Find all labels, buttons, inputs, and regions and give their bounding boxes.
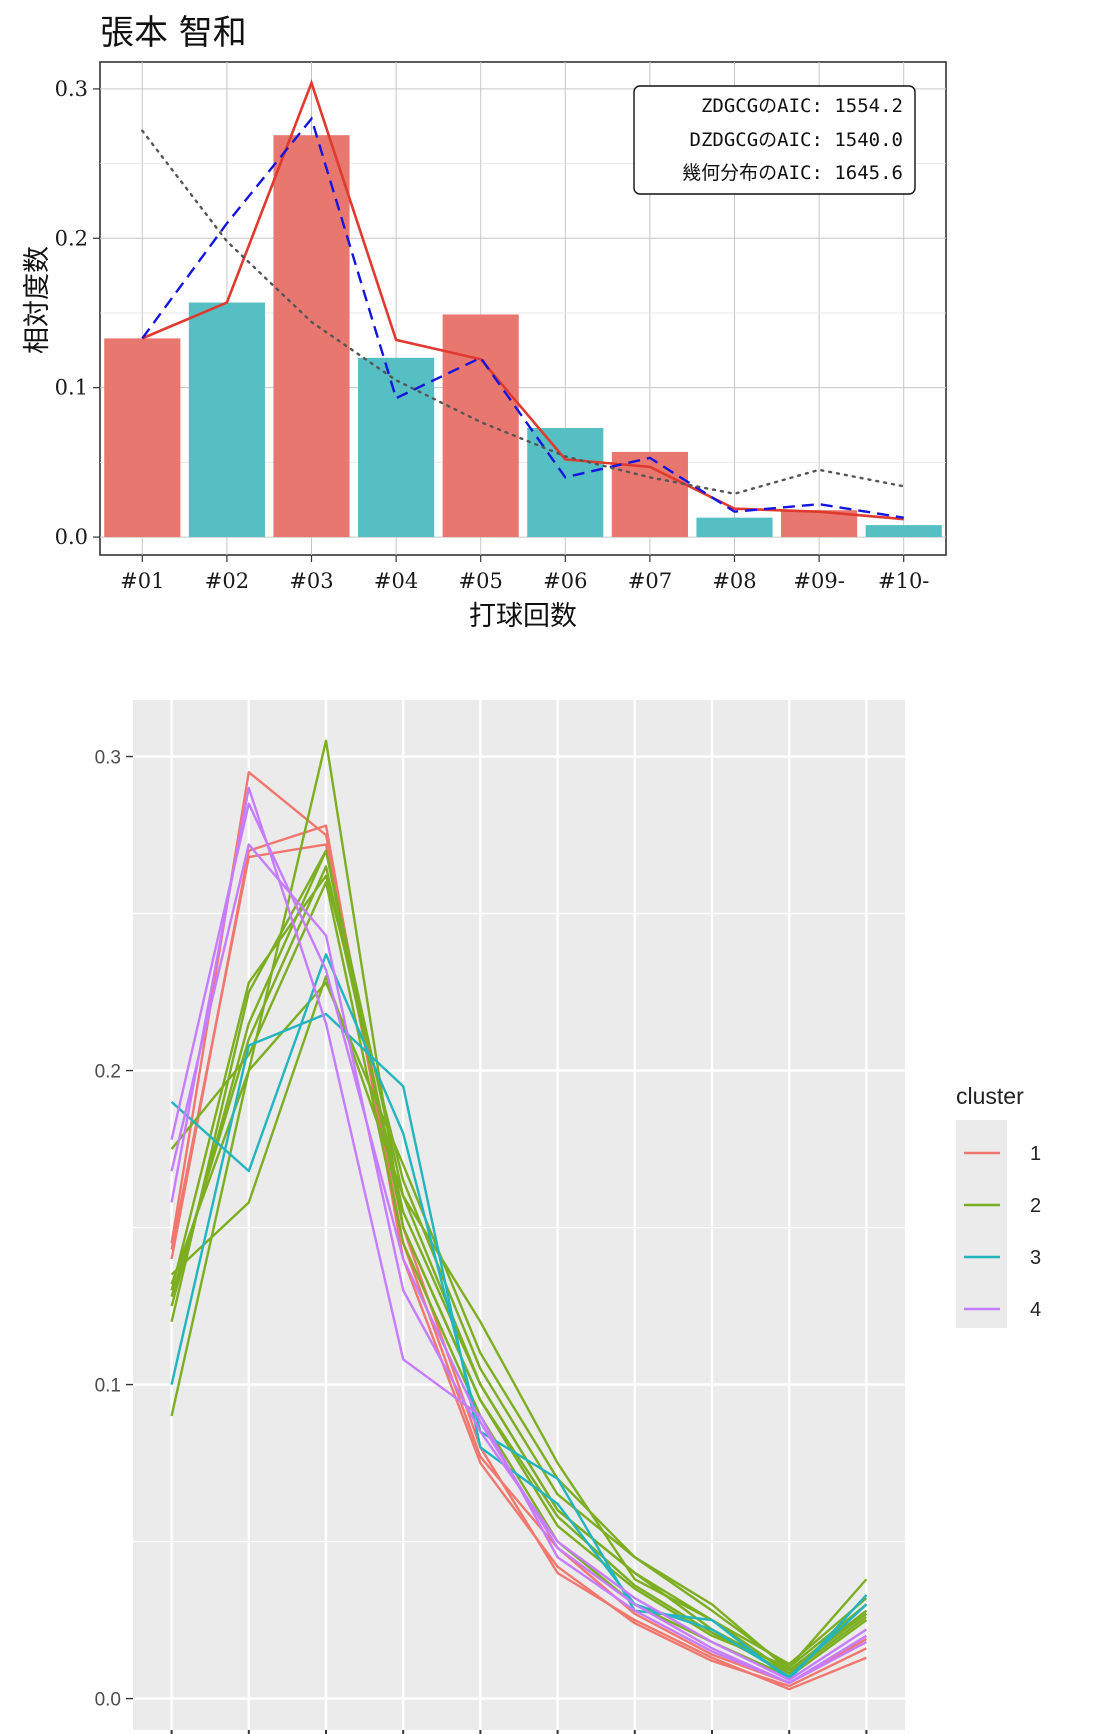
x-tick-label: #07 (628, 569, 672, 593)
y-tick-label: 0.0 (55, 525, 88, 549)
x-tick-label: #10- (878, 569, 929, 593)
x-axis-ticks: #01 #02 #03 #04 #05 #06 #07 #08 #09- #10- (120, 555, 929, 593)
aic-line-geometric: 幾何分布のAIC: 1645.6 (682, 162, 903, 184)
bar-#10- (865, 525, 942, 538)
cluster-2-line-5 (170, 880, 868, 1678)
fit-line-dashed (141, 116, 904, 519)
aic-annotation: ZDGCGのAIC: 1554.2 DZDGCGのAIC: 1540.0 幾何分… (633, 85, 916, 195)
aic-line-dzdgcg: DZDGCGのAIC: 1540.0 (690, 129, 903, 151)
x-axis-label: 打球回数 (469, 601, 577, 632)
bar-#06 (527, 428, 604, 538)
legend: cluster 1 2 3 4 (956, 1083, 1041, 1328)
cluster-2-line-4 (170, 975, 868, 1666)
bar-#02 (188, 302, 265, 538)
bar-#05 (442, 314, 519, 538)
cluster-4-line-3 (170, 802, 867, 1685)
chart-title: 張本 智和 (100, 13, 247, 53)
cluster-1-line-3 (170, 843, 867, 1685)
legend-key-background (956, 1120, 1007, 1328)
legend-label-4: 4 (1030, 1299, 1041, 1321)
bar-#03 (273, 135, 350, 538)
bar-#08 (696, 517, 773, 538)
x-tick-label: #03 (289, 569, 333, 593)
y-tick-label: 0.3 (55, 77, 88, 101)
legend-label-2: 2 (1030, 1195, 1041, 1217)
y-tick-label: 0.2 (95, 1062, 121, 1083)
y-tick-label: 0.0 (95, 1690, 121, 1711)
bar-chart: 張本 智和 0.0 0.1 0.2 0.3 #01 #02 #03 #04 #05 #06 #07… (22, 13, 947, 632)
bar-#01 (104, 338, 181, 538)
x-tick-label: #05 (459, 569, 503, 593)
aic-line-zdgcg: ZDGCGのAIC: 1554.2 (701, 95, 903, 117)
aic-annotation-box (633, 85, 916, 195)
x-tick-label: #09- (793, 569, 844, 593)
legend-label-3: 3 (1030, 1247, 1041, 1269)
plot-panel (133, 700, 905, 1730)
fit-lines (141, 79, 905, 521)
cluster-1-line-2 (170, 824, 867, 1688)
x-tick-label: #01 (120, 569, 164, 593)
x-axis-ticks (170, 1730, 868, 1734)
y-tick-label: 0.3 (95, 748, 121, 769)
x-tick-label: #06 (543, 569, 587, 593)
y-axis-label: 相対度数 (22, 246, 53, 354)
y-tick-label: 0.1 (95, 1376, 121, 1397)
x-tick-label: #08 (712, 569, 756, 593)
bar-#04 (358, 357, 435, 538)
bars (104, 135, 942, 538)
y-tick-label: 0.2 (55, 226, 88, 250)
y-tick-label: 0.1 (55, 376, 88, 400)
cluster-line-chart: 0.0 0.1 0.2 0.3 cluster 1 2 3 4 (95, 700, 1041, 1734)
cluster-3-line-1 (170, 953, 868, 1681)
cluster-lines (170, 739, 868, 1691)
fit-line-dotted (141, 129, 905, 495)
y-axis-ticks: 0.0 0.1 0.2 0.3 (55, 77, 100, 549)
cluster-2-line-3 (170, 874, 868, 1672)
x-tick-label: #02 (205, 569, 249, 593)
legend-items: 1 2 3 4 (964, 1143, 1041, 1321)
y-axis-ticks: 0.0 0.1 0.2 0.3 (95, 748, 133, 1711)
fit-line-solid (141, 79, 904, 521)
legend-label-1: 1 (1030, 1143, 1041, 1165)
legend-title: cluster (956, 1083, 1024, 1109)
x-tick-label: #04 (374, 569, 418, 593)
cluster-2-line-7 (170, 981, 868, 1669)
cluster-3-line-2 (170, 1012, 868, 1678)
